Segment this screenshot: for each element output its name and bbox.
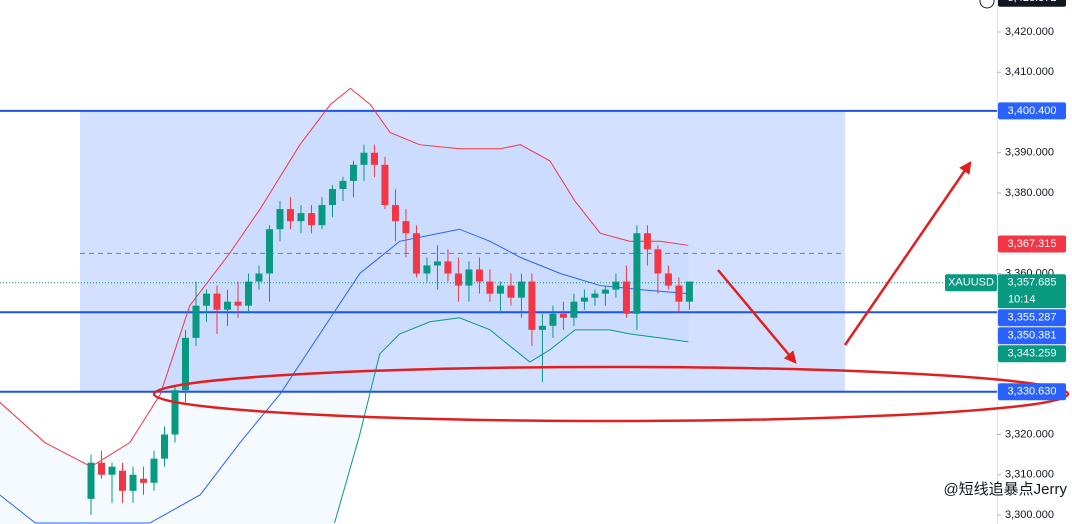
- y-tick-label: 3,310.000: [1005, 469, 1054, 481]
- candle-body: [496, 285, 504, 294]
- candle-body: [297, 213, 305, 222]
- candle-body: [622, 281, 630, 314]
- candle-body: [339, 180, 347, 189]
- candle-body: [685, 281, 693, 302]
- y-tick-label: 3,420.000: [1005, 26, 1054, 38]
- candle-body: [307, 213, 315, 226]
- symbol-box: [945, 274, 997, 292]
- candle-body: [150, 458, 158, 483]
- candle-body: [591, 293, 599, 298]
- band-line: [334, 317, 689, 524]
- candle-body: [654, 249, 662, 274]
- candle-body: [475, 269, 483, 282]
- y-tick-label: 3,410.000: [1005, 66, 1054, 78]
- candle-body: [391, 205, 399, 222]
- price-label: 3,357.685: [1008, 277, 1057, 289]
- price-label: 3,343.259: [1008, 348, 1057, 360]
- candle-body: [234, 301, 242, 306]
- watermark: @短线追暴点Jerry: [943, 481, 1067, 498]
- candle-body: [507, 285, 515, 298]
- price-label-box: [998, 383, 1066, 401]
- symbol-label: XAUUSD: [948, 277, 994, 289]
- candle-body: [517, 281, 525, 298]
- candle-body: [318, 205, 326, 226]
- candle-body: [87, 462, 95, 499]
- candle-body: [98, 462, 106, 475]
- candle-body: [675, 285, 683, 302]
- candle-body: [328, 188, 336, 206]
- y-tick-label: 3,320.000: [1005, 428, 1054, 440]
- price-label-box: [998, 345, 1066, 363]
- candle-body: [643, 233, 651, 250]
- candle-body: [486, 281, 494, 294]
- candle-body: [402, 221, 410, 234]
- price-label-box: [998, 235, 1066, 253]
- price-label: 3,428.372: [1008, 0, 1057, 4]
- price-label: 3,367.315: [1008, 238, 1057, 250]
- drawn-arrow: [843, 160, 972, 346]
- drawn-ellipse: [152, 365, 1070, 423]
- candle-body: [349, 164, 357, 181]
- candle-body: [255, 273, 263, 282]
- candle-body: [454, 273, 462, 286]
- candle-body: [129, 474, 137, 491]
- y-tick-label: 3,390.000: [1005, 147, 1054, 159]
- candle-body: [444, 261, 452, 274]
- candle-body: [244, 281, 252, 306]
- candle-body: [192, 305, 200, 338]
- y-tick-label: 3,380.000: [1005, 187, 1054, 199]
- price-label-box: [998, 309, 1066, 327]
- drawn-arrow: [717, 269, 797, 364]
- band-line: [0, 87, 689, 468]
- candle-body: [213, 293, 221, 310]
- candle-body: [633, 233, 641, 314]
- candle-body: [108, 466, 116, 475]
- price-label-box: [998, 102, 1066, 120]
- range-box: [80, 110, 845, 392]
- candle-body: [423, 265, 431, 274]
- y-tick-label: 3,300.000: [1005, 509, 1054, 521]
- candle-body: [360, 152, 368, 165]
- candle-body: [528, 281, 536, 330]
- candle-body: [370, 152, 378, 165]
- candle-body: [119, 470, 127, 491]
- candle-body: [570, 301, 578, 318]
- candle-body: [664, 273, 672, 286]
- candle-body: [182, 337, 190, 391]
- price-label-box: [998, 274, 1066, 309]
- candle-body: [559, 313, 567, 318]
- candle-body: [465, 269, 473, 286]
- candle-body: [612, 281, 620, 290]
- price-label: 3,330.630: [1008, 386, 1057, 398]
- candle-body: [549, 313, 557, 326]
- candle-body: [223, 301, 231, 310]
- candle-body: [202, 293, 210, 306]
- candle-body: [161, 434, 169, 459]
- add-button[interactable]: [979, 0, 995, 9]
- band-line: [0, 228, 689, 524]
- candle-body: [381, 164, 389, 206]
- candle-body: [286, 209, 294, 222]
- price-label-box: [998, 0, 1066, 7]
- price-label: 3,355.287: [1008, 312, 1057, 324]
- candle-body: [265, 229, 273, 274]
- candle-body: [171, 390, 179, 435]
- candle-body: [412, 233, 420, 274]
- price-label: 3,350.381: [1008, 330, 1057, 342]
- price-label: 3,400.400: [1008, 105, 1057, 117]
- candle-body: [580, 297, 588, 302]
- candle-body: [276, 209, 284, 230]
- candle-body: [140, 478, 148, 483]
- candle-body: [538, 325, 546, 330]
- candle-body: [433, 261, 441, 266]
- candle-body: [601, 289, 609, 294]
- price-label-box: [998, 327, 1066, 345]
- countdown: 10:14: [1008, 294, 1036, 306]
